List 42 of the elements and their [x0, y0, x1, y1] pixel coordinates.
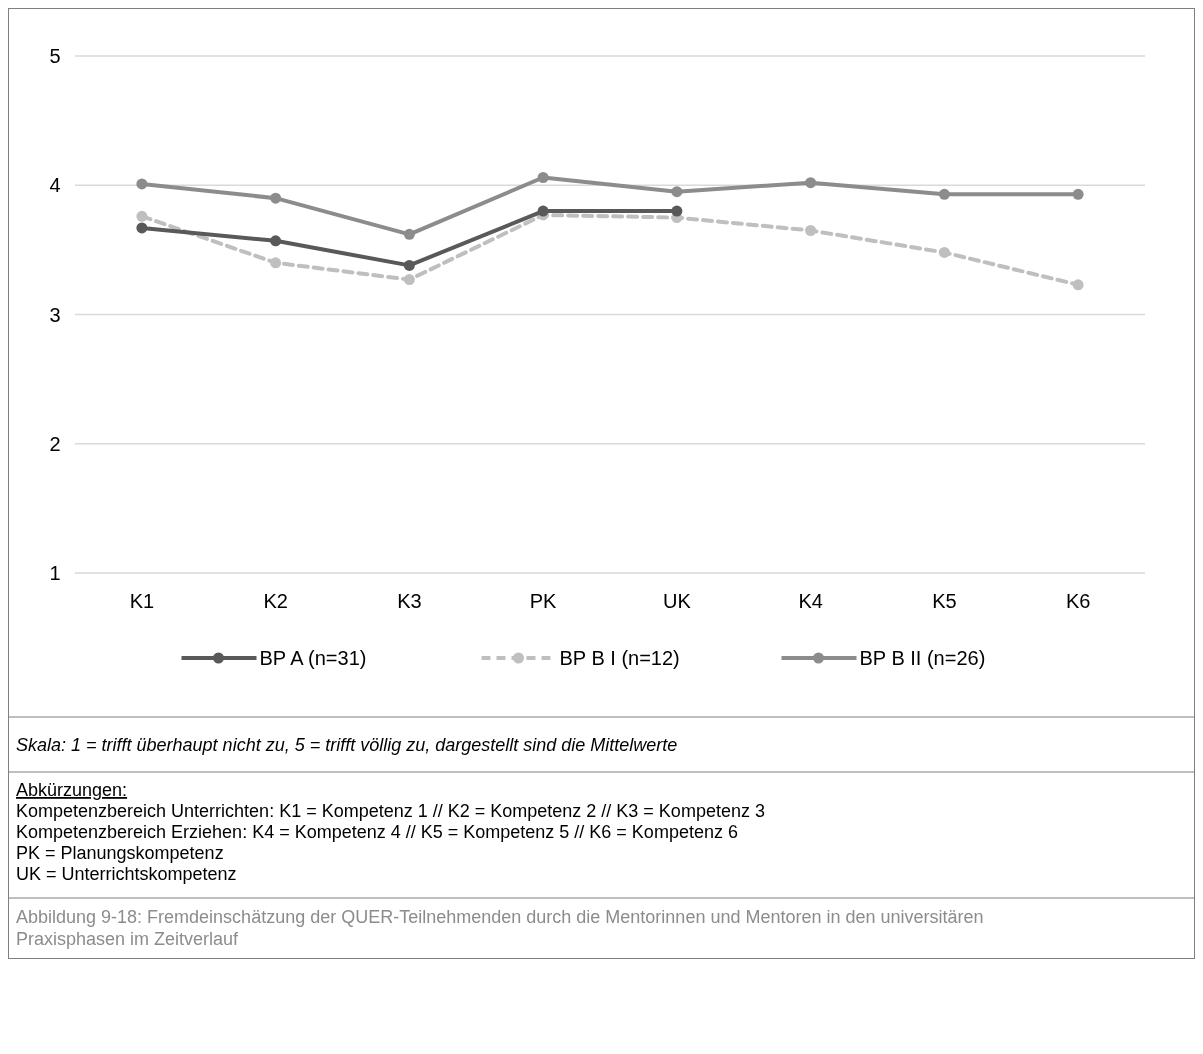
x-tick-label: K2: [263, 590, 288, 612]
legend-label: BP B II (n=26): [859, 647, 986, 669]
x-tick-label: K1: [129, 590, 155, 612]
point: [805, 177, 817, 189]
y-tick-label: 2: [49, 432, 61, 455]
point: [403, 274, 415, 286]
legend-label: BP B I (n=12): [559, 647, 680, 669]
point: [537, 205, 549, 217]
point: [403, 259, 415, 271]
y-tick-label: 1: [49, 562, 61, 584]
point: [938, 246, 950, 258]
y-tick-label: 4: [49, 174, 61, 197]
x-tick-label: UK: [662, 590, 692, 612]
point: [136, 210, 148, 222]
point: [671, 186, 683, 198]
point: [270, 257, 282, 269]
x-tick-label: K4: [798, 590, 823, 612]
point: [1072, 279, 1084, 291]
point: [136, 222, 148, 234]
point: [805, 224, 817, 236]
y-tick-label: 3: [49, 303, 61, 326]
x-tick-label: K5: [932, 590, 957, 612]
text: Kompetenzbereich Erziehen: K4 = Kompetenz 4 // K5 = Kompetenz 5 // K6 = Kompetenz 6: [16, 822, 738, 842]
point: [270, 235, 282, 247]
legend-label: BP A (n=31): [259, 647, 367, 669]
point: [938, 188, 950, 200]
text: Abkürzungen:: [16, 780, 128, 800]
point: [270, 192, 282, 204]
text: Skala: 1 = trifft überhaupt nicht zu, 5 = trifft völlig zu, dargestellt sind die Mittelwerte: [16, 735, 678, 755]
text: Kompetenzbereich Unterrichten: K1 = Kompetenz 1 // K2 = Kompetenz 2 // K3 = Kompetenz 3: [16, 801, 765, 821]
y-tick-label: 5: [49, 45, 61, 67]
text: UK = Unterrichtskompetenz: [16, 864, 237, 884]
point: [403, 228, 415, 240]
point: [537, 172, 549, 183]
point: [671, 205, 683, 217]
point: [136, 178, 148, 190]
point: [1072, 188, 1084, 200]
x-tick-label: K3: [397, 590, 422, 612]
text: Abbildung 9-18: Fremdeinschätzung der QUER-Teilnehmenden durch die Mentorinnen und Mentoren in den universitären Praxisphasen im Zeitverlauf: [16, 907, 984, 949]
x-tick-label: PK: [529, 590, 558, 612]
x-tick-label: K6: [1065, 590, 1091, 612]
text: PK = Planungskompetenz: [16, 843, 224, 863]
